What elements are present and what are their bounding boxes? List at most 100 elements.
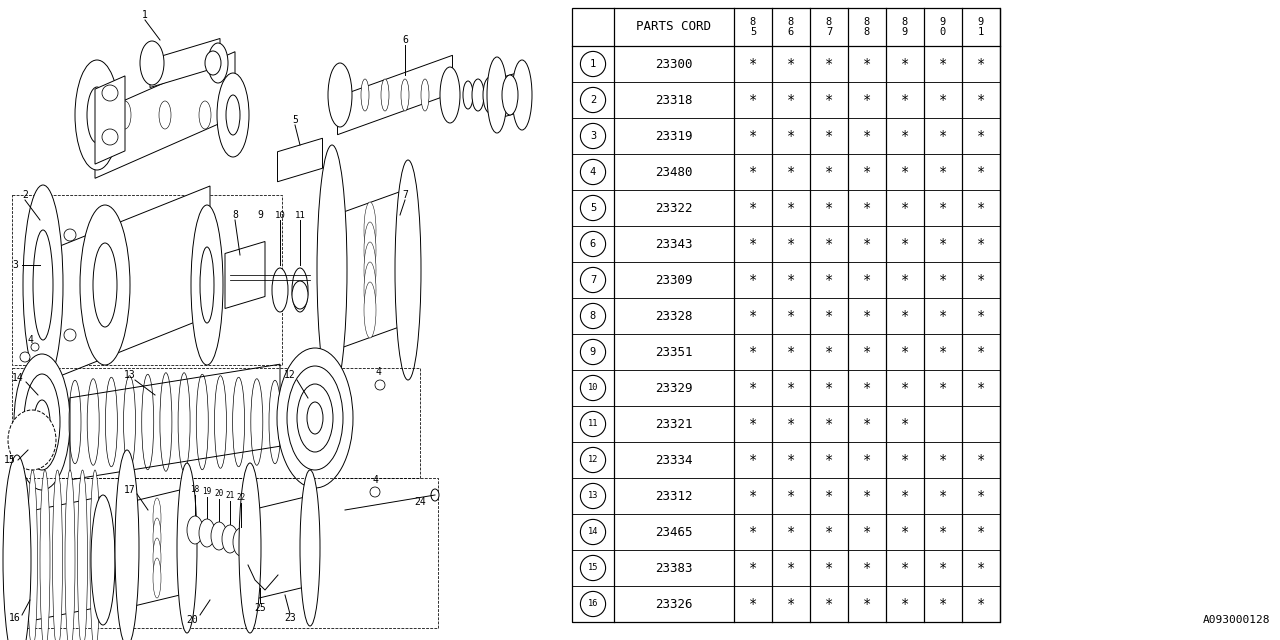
Circle shape <box>580 412 605 436</box>
Text: 23312: 23312 <box>655 490 692 502</box>
Ellipse shape <box>292 281 308 309</box>
Text: 23321: 23321 <box>655 417 692 431</box>
Ellipse shape <box>191 205 223 365</box>
Text: 7: 7 <box>590 275 596 285</box>
Ellipse shape <box>102 129 118 145</box>
Text: 23322: 23322 <box>655 202 692 214</box>
Text: 8: 8 <box>590 311 596 321</box>
Ellipse shape <box>142 374 154 470</box>
Text: *: * <box>938 201 947 215</box>
Text: 23: 23 <box>284 613 296 623</box>
Text: *: * <box>938 453 947 467</box>
Ellipse shape <box>269 380 282 464</box>
Circle shape <box>580 376 605 401</box>
Ellipse shape <box>221 525 238 553</box>
Ellipse shape <box>198 101 211 129</box>
Text: 2: 2 <box>22 190 28 200</box>
Ellipse shape <box>215 376 227 468</box>
Ellipse shape <box>119 101 131 129</box>
Text: *: * <box>824 417 833 431</box>
Text: *: * <box>787 417 795 431</box>
Text: *: * <box>938 525 947 539</box>
Polygon shape <box>95 52 236 179</box>
Polygon shape <box>95 76 125 164</box>
Ellipse shape <box>20 352 29 362</box>
Text: 1: 1 <box>590 59 596 69</box>
Polygon shape <box>150 38 220 88</box>
Text: *: * <box>824 453 833 467</box>
Text: *: * <box>977 129 986 143</box>
Text: *: * <box>787 201 795 215</box>
Text: 16: 16 <box>9 613 20 623</box>
Text: *: * <box>938 597 947 611</box>
Ellipse shape <box>287 366 343 470</box>
Text: 19: 19 <box>202 488 211 497</box>
Text: 23319: 23319 <box>655 129 692 143</box>
Text: *: * <box>749 93 758 107</box>
Text: *: * <box>824 525 833 539</box>
Text: *: * <box>901 237 909 251</box>
Text: *: * <box>787 273 795 287</box>
Text: *: * <box>824 561 833 575</box>
Circle shape <box>580 124 605 148</box>
Text: *: * <box>977 597 986 611</box>
Text: *: * <box>901 453 909 467</box>
Ellipse shape <box>159 101 172 129</box>
Text: 13: 13 <box>124 370 136 380</box>
Ellipse shape <box>187 516 204 544</box>
Text: *: * <box>787 561 795 575</box>
Ellipse shape <box>502 75 518 115</box>
Circle shape <box>580 88 605 113</box>
Circle shape <box>580 51 605 77</box>
Text: 5: 5 <box>292 115 298 125</box>
Text: 4: 4 <box>27 335 33 345</box>
Text: *: * <box>787 129 795 143</box>
Text: *: * <box>938 309 947 323</box>
Ellipse shape <box>14 354 70 490</box>
Ellipse shape <box>124 376 136 468</box>
Text: 23328: 23328 <box>655 310 692 323</box>
Text: *: * <box>901 165 909 179</box>
Text: 4: 4 <box>375 367 381 377</box>
Text: 15: 15 <box>4 455 15 465</box>
Text: *: * <box>787 165 795 179</box>
Ellipse shape <box>370 487 380 497</box>
Text: 13: 13 <box>588 492 598 500</box>
Ellipse shape <box>154 538 161 578</box>
Text: *: * <box>977 93 986 107</box>
Text: *: * <box>977 201 986 215</box>
Text: 11: 11 <box>588 419 598 429</box>
Text: 8
8: 8 8 <box>864 17 870 37</box>
Ellipse shape <box>300 470 320 626</box>
Ellipse shape <box>207 43 228 83</box>
Text: *: * <box>938 381 947 395</box>
Text: *: * <box>901 57 909 71</box>
Ellipse shape <box>200 247 214 323</box>
Text: *: * <box>787 489 795 503</box>
Text: *: * <box>824 309 833 323</box>
Text: *: * <box>749 273 758 287</box>
Ellipse shape <box>218 73 250 157</box>
Ellipse shape <box>364 242 376 298</box>
Text: 3: 3 <box>12 260 18 270</box>
Ellipse shape <box>364 282 376 338</box>
Text: 10: 10 <box>275 211 285 220</box>
Text: 14: 14 <box>12 373 24 383</box>
Text: *: * <box>824 93 833 107</box>
Ellipse shape <box>364 202 376 258</box>
Text: *: * <box>863 273 872 287</box>
Polygon shape <box>497 71 524 119</box>
Text: 20: 20 <box>214 490 224 499</box>
Ellipse shape <box>3 455 31 640</box>
Text: 17: 17 <box>124 485 136 495</box>
Text: PARTS CORD: PARTS CORD <box>636 20 712 33</box>
Text: *: * <box>787 309 795 323</box>
Text: *: * <box>749 129 758 143</box>
Text: *: * <box>824 345 833 359</box>
Polygon shape <box>330 188 410 352</box>
Text: 2: 2 <box>590 95 596 105</box>
Ellipse shape <box>361 79 369 111</box>
Text: *: * <box>977 525 986 539</box>
Text: *: * <box>938 93 947 107</box>
Ellipse shape <box>512 60 532 130</box>
